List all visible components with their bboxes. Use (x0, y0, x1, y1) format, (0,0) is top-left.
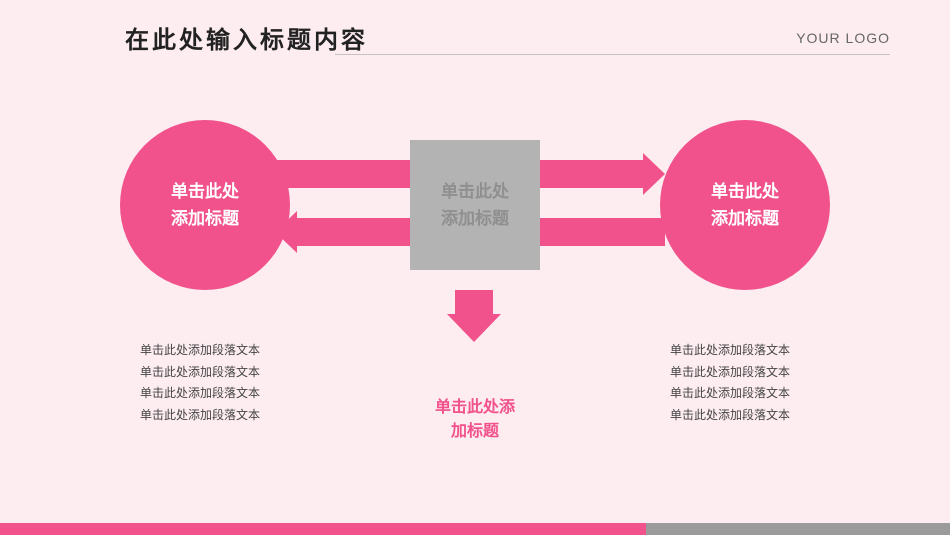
paragraph-line: 单击此处添加段落文本 (670, 405, 790, 427)
paragraph-line: 单击此处添加段落文本 (670, 340, 790, 362)
center-square: 单击此处 添加标题 (410, 140, 540, 270)
page-title: 在此处输入标题内容 (125, 20, 368, 55)
paragraph-line: 单击此处添加段落文本 (140, 340, 260, 362)
circle-left: 单击此处 添加标题 (120, 120, 290, 290)
bottom-bar-gray (646, 523, 950, 535)
arrow-down-head-icon (447, 314, 501, 342)
bottom-bar-accent (0, 523, 646, 535)
logo-text: YOUR LOGO (796, 30, 890, 46)
paragraph-left: 单击此处添加段落文本单击此处添加段落文本单击此处添加段落文本单击此处添加段落文本 (140, 340, 260, 426)
arrow-down (447, 290, 501, 342)
center-square-text: 单击此处 添加标题 (441, 178, 509, 232)
bottom-label: 单击此处添 加标题 (420, 372, 530, 444)
paragraph-line: 单击此处添加段落文本 (670, 383, 790, 405)
paragraph-line: 单击此处添加段落文本 (140, 405, 260, 427)
bottom-label-text: 单击此处添 加标题 (435, 399, 515, 440)
arrow-down-shaft (455, 290, 493, 314)
circle-left-text: 单击此处 添加标题 (171, 178, 239, 232)
paragraph-line: 单击此处添加段落文本 (140, 383, 260, 405)
paragraph-line: 单击此处添加段落文本 (140, 362, 260, 384)
paragraph-line: 单击此处添加段落文本 (670, 362, 790, 384)
header: 在此处输入标题内容 YOUR LOGO (125, 20, 890, 55)
header-rule (335, 54, 890, 55)
paragraph-right: 单击此处添加段落文本单击此处添加段落文本单击此处添加段落文本单击此处添加段落文本 (670, 340, 790, 426)
circle-right: 单击此处 添加标题 (660, 120, 830, 290)
bottom-bar (0, 523, 950, 535)
circle-right-text: 单击此处 添加标题 (711, 178, 779, 232)
